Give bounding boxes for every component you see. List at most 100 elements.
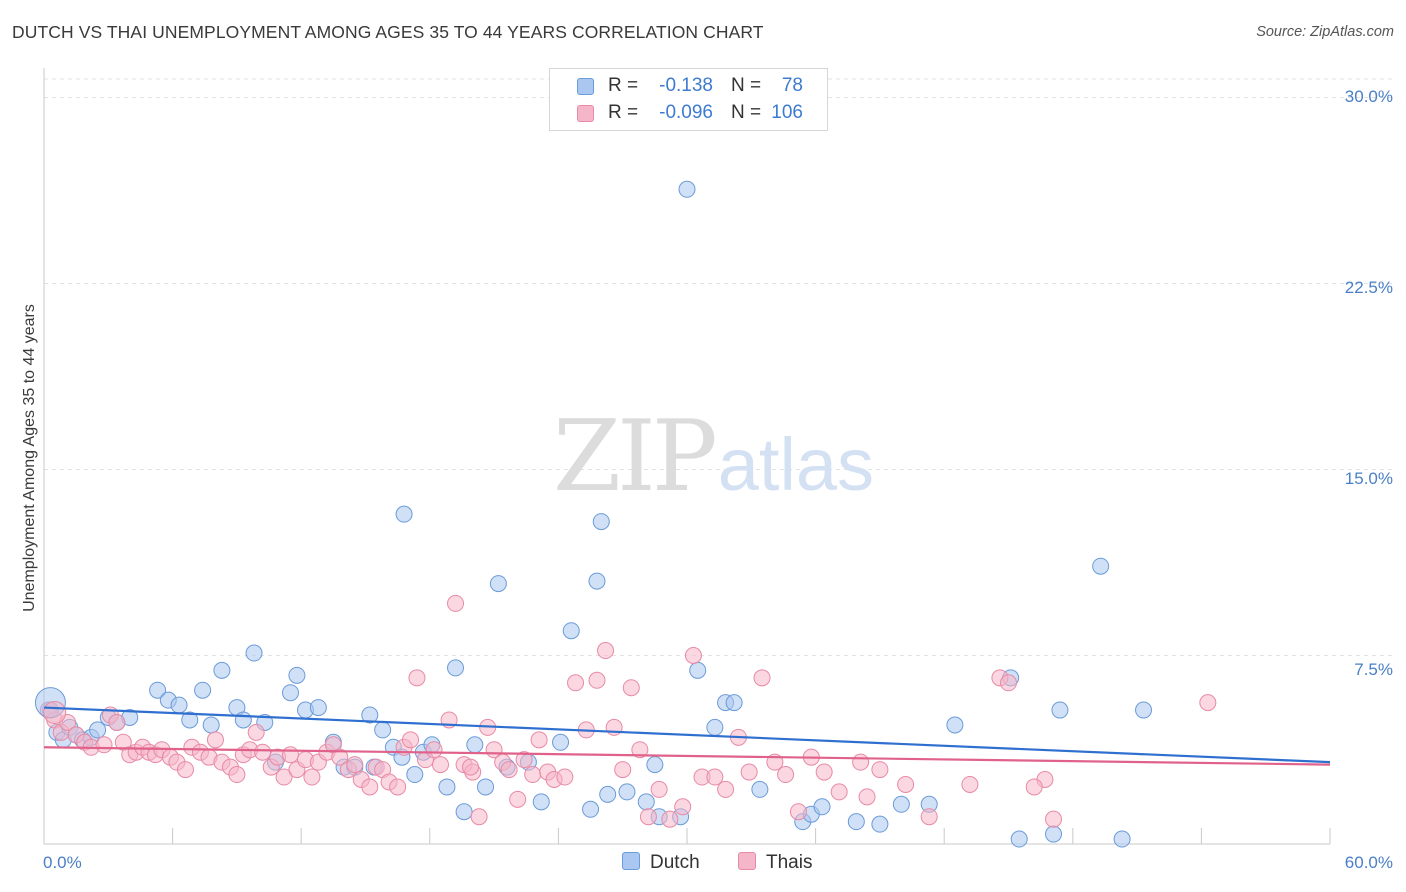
thais-point [1025, 778, 1043, 796]
thais-point [567, 674, 585, 692]
dutch-point [706, 718, 724, 736]
dutch-point [438, 778, 456, 796]
dutch-point [477, 778, 495, 796]
n-value: 106 [771, 102, 803, 123]
legend-label: Thais [766, 852, 813, 873]
r-label: R = [608, 102, 639, 123]
thais-point [275, 768, 293, 786]
dutch-point [892, 795, 910, 813]
dutch-point [847, 813, 865, 831]
y-tick-label: 22.5% [1344, 278, 1393, 297]
dutch-point [582, 800, 600, 818]
dutch-point [725, 694, 743, 712]
dutch-point [395, 505, 413, 523]
dutch-point [194, 681, 212, 699]
dutch-point [489, 575, 507, 593]
thais-point [706, 768, 724, 786]
thais-point [425, 741, 443, 759]
thais-swatch [577, 105, 594, 122]
thais-point [1199, 694, 1217, 712]
dutch-point [1045, 825, 1063, 843]
thais-trend-line [43, 746, 1331, 766]
thais-point [530, 731, 548, 749]
thais-point [331, 748, 349, 766]
thais-point [777, 766, 795, 784]
thais-point [650, 780, 668, 798]
thais-point [815, 763, 833, 781]
thais-point [447, 594, 465, 612]
dutch-point [245, 644, 263, 662]
thais-point [674, 798, 692, 816]
dutch-point [678, 180, 696, 198]
dutch-point [552, 733, 570, 751]
n-value: 78 [781, 75, 803, 96]
dutch-point [406, 766, 424, 784]
dutch-point [592, 513, 610, 531]
thais-point [588, 671, 606, 689]
dutch-point [1092, 557, 1110, 575]
thais-swatch [738, 852, 756, 870]
thais-point [661, 810, 679, 828]
dutch-swatch [622, 852, 640, 870]
dutch-point [149, 681, 167, 699]
dutch-point [1135, 701, 1153, 719]
thais-point [858, 788, 876, 806]
thais-point [408, 669, 426, 687]
r-value: -0.138 [659, 75, 713, 96]
dutch-point [751, 780, 769, 798]
dutch-point [455, 803, 473, 821]
dutch-point [1051, 701, 1069, 719]
thais-point [281, 746, 299, 764]
thais-point [830, 783, 848, 801]
thais-point [684, 647, 702, 664]
thais-point [524, 766, 542, 784]
thais-point [228, 766, 246, 784]
thais-point [108, 713, 126, 731]
r-label: R = [608, 75, 639, 96]
dutch-point [946, 716, 964, 734]
chart-title: DUTCH VS THAI UNEMPLOYMENT AMONG AGES 35… [12, 22, 764, 42]
thais-point [462, 758, 480, 776]
thais-point [897, 775, 915, 793]
dutch-point [466, 736, 484, 754]
dutch-point [309, 699, 327, 717]
legend-item-thais[interactable]: Thais [738, 852, 812, 874]
dutch-swatch [577, 78, 594, 95]
r-value: -0.096 [659, 102, 713, 123]
y-tick-label: 15.0% [1344, 469, 1393, 488]
thais-point [500, 761, 518, 779]
thais-point [789, 803, 807, 821]
thais-point [346, 756, 364, 774]
dutch-point [447, 659, 465, 677]
dutch-point [532, 793, 550, 811]
thais-point [303, 768, 321, 786]
thais-point [95, 736, 113, 754]
dutch-point [871, 815, 889, 833]
dutch-point [588, 572, 606, 590]
legend-item-dutch[interactable]: Dutch [622, 852, 700, 874]
source-label: Source: ZipAtlas.com [1256, 24, 1394, 40]
y-axis-label: Unemployment Among Ages 35 to 44 years [21, 304, 38, 612]
x-tick-label: 0.0% [43, 853, 82, 872]
dutch-trend-line [43, 706, 1331, 764]
dutch-point [374, 721, 392, 739]
thais-point [920, 808, 938, 826]
thais-point [254, 743, 272, 761]
dutch-point [1010, 830, 1028, 848]
thais-point [247, 723, 265, 741]
dutch-point [213, 661, 231, 679]
n-label: N = [731, 102, 762, 123]
thais-point [1045, 810, 1063, 828]
thais-point [509, 790, 527, 808]
thais-point [206, 731, 224, 749]
dutch-point [1113, 830, 1131, 848]
dutch-point [89, 721, 107, 739]
thais-point [639, 808, 657, 826]
thais-point [614, 761, 632, 779]
dutch-point [234, 711, 252, 729]
dutch-point [170, 696, 188, 714]
n-label: N = [731, 75, 762, 96]
thais-point [402, 731, 420, 749]
thais-point [556, 768, 574, 786]
